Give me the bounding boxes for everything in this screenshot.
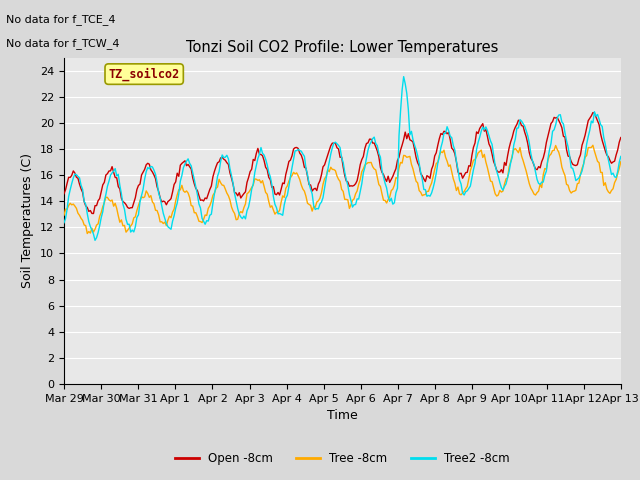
- Text: TZ_soilco2: TZ_soilco2: [109, 67, 180, 81]
- Text: No data for f_TCW_4: No data for f_TCW_4: [6, 38, 120, 49]
- X-axis label: Time: Time: [327, 409, 358, 422]
- Legend: Open -8cm, Tree -8cm, Tree2 -8cm: Open -8cm, Tree -8cm, Tree2 -8cm: [170, 447, 515, 469]
- Y-axis label: Soil Temperatures (C): Soil Temperatures (C): [22, 153, 35, 288]
- Title: Tonzi Soil CO2 Profile: Lower Temperatures: Tonzi Soil CO2 Profile: Lower Temperatur…: [186, 40, 499, 55]
- Text: No data for f_TCE_4: No data for f_TCE_4: [6, 14, 116, 25]
